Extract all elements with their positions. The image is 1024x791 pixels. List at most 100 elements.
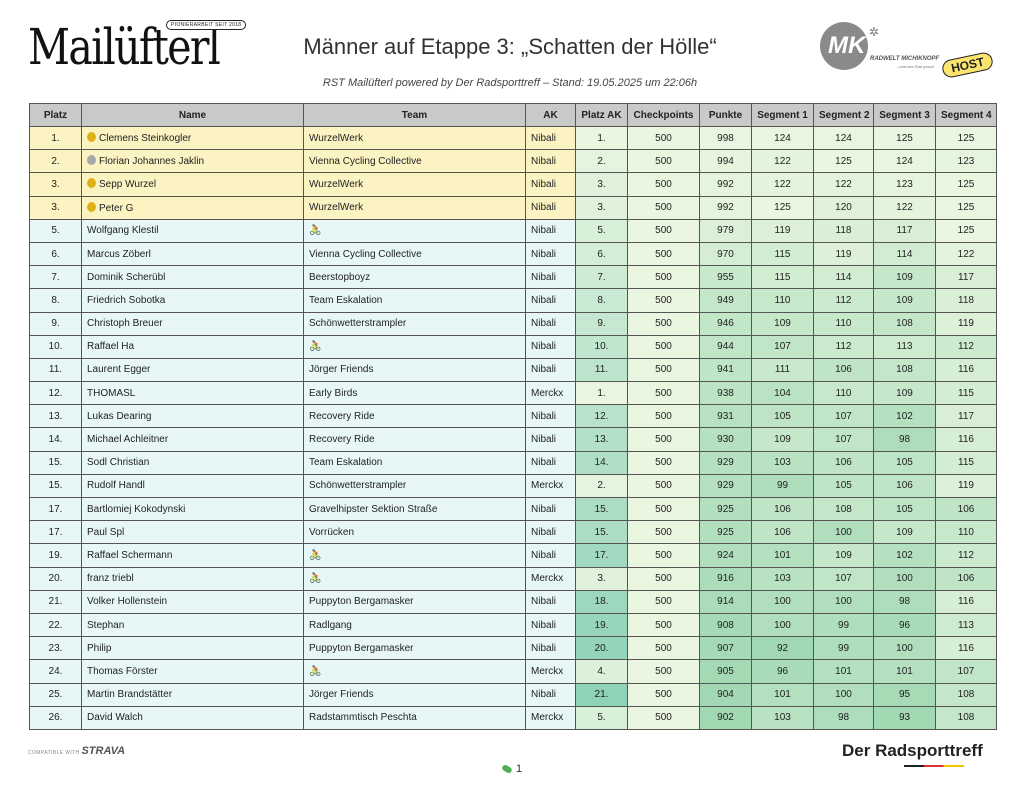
age-class-cell: Nibali [525, 195, 576, 220]
age-class-cell: Nibali [525, 636, 576, 661]
athlete-name: Bartlomiej Kokodynski [87, 503, 186, 515]
segment-2-cell: 114 [813, 265, 874, 290]
age-class-cell: Nibali [525, 612, 576, 638]
rank-cell: 1. [29, 125, 82, 151]
age-class-cell: Nibali [525, 334, 576, 359]
age-class-rank-cell: 21. [575, 682, 628, 707]
segment-3-cell: 109 [873, 381, 936, 406]
athlete-name: David Walch [87, 712, 143, 724]
age-class-cell: Nibali [525, 311, 576, 336]
athlete-name: Wolfgang Klestil [87, 225, 159, 237]
checkpoints-cell: 500 [627, 381, 700, 406]
segment-4-cell: 112 [935, 334, 997, 359]
host-badge: HOST [940, 50, 995, 80]
segment-4-cell: 113 [935, 612, 997, 638]
name-cell: Lukas Dearing [81, 404, 304, 429]
segment-3-cell: 113 [873, 334, 936, 359]
table-row: 24. Thomas Förster 🚴 Merckx 4. 500 905 96 101 101… [29, 659, 997, 684]
medal-icon [87, 201, 96, 212]
age-class-cell: Nibali [525, 125, 576, 151]
segment-3-cell: 109 [873, 288, 936, 313]
rank-cell: 12. [29, 381, 82, 406]
segment-2-cell: 100 [813, 520, 874, 545]
age-class-rank-cell: 18. [575, 589, 628, 614]
athlete-name: THOMASL [87, 387, 136, 399]
age-class-rank-cell: 2. [575, 473, 628, 499]
athlete-name: Lukas Dearing [87, 410, 152, 422]
points-cell: 929 [699, 473, 752, 499]
segment-3-cell: 100 [873, 566, 936, 591]
team-cell: 🚴 [303, 218, 526, 243]
rank-cell: 22. [29, 612, 82, 638]
team-cell: Radstammtisch Peschta [303, 705, 526, 730]
checkpoints-cell: 500 [627, 265, 700, 290]
segment-2-cell: 105 [813, 473, 874, 499]
points-cell: 955 [699, 265, 752, 290]
table-row: 3. Peter G WurzelWerk Nibali 3. 500 992 125 120 1… [29, 195, 997, 220]
athlete-name: Laurent Egger [87, 364, 151, 376]
logo-tagline: PIONIERARBEIT SEIT 2018 [166, 20, 247, 30]
points-cell: 916 [699, 566, 752, 591]
name-cell: Raffael Schermann [81, 543, 304, 568]
team-cell: 🚴 [303, 659, 526, 684]
segment-1-cell: 100 [751, 612, 814, 638]
segment-1-cell: 115 [751, 265, 814, 290]
segment-1-cell: 105 [751, 404, 814, 429]
points-cell: 914 [699, 589, 752, 614]
team-cell: Team Eskalation [303, 288, 526, 313]
segment-4-cell: 119 [935, 473, 997, 499]
segment-2-cell: 120 [813, 195, 874, 220]
rank-cell: 13. [29, 404, 82, 429]
points-cell: 924 [699, 543, 752, 568]
age-class-cell: Merckx [525, 705, 576, 730]
segment-3-cell: 100 [873, 636, 936, 661]
team-cell: Schönwetterstrampler [303, 473, 526, 499]
points-cell: 904 [699, 682, 752, 707]
segment-4-cell: 112 [935, 543, 997, 568]
points-cell: 994 [699, 149, 752, 174]
age-class-rank-cell: 3. [575, 195, 628, 220]
column-header: Segment 3 [873, 103, 936, 127]
table-row: 15. Sodl Christian Team Eskalation Nibali 14… [29, 450, 997, 475]
segment-1-cell: 101 [751, 682, 814, 707]
table-row: 9. Christoph Breuer Schönwetterstrampler Ni… [29, 311, 997, 336]
segment-4-cell: 116 [935, 427, 997, 452]
segment-2-cell: 110 [813, 311, 874, 336]
team-cell: Recovery Ride [303, 427, 526, 452]
table-row: 6. Marcus Zöberl Vienna Cycling Collective… [29, 241, 997, 267]
mk-name: RADWELT MICHIKNOPF [870, 56, 940, 62]
segment-4-cell: 123 [935, 149, 997, 174]
segment-2-cell: 119 [813, 241, 874, 267]
segment-3-cell: 96 [873, 612, 936, 638]
segment-3-cell: 93 [873, 705, 936, 730]
segment-3-cell: 105 [873, 496, 936, 522]
segment-4-cell: 116 [935, 636, 997, 661]
athlete-name: Paul Spl [87, 526, 125, 538]
name-cell: Christoph Breuer [81, 311, 304, 336]
table-row: 13. Lukas Dearing Recovery Ride Nibali 12. 50… [29, 404, 997, 429]
rank-cell: 26. [29, 705, 82, 730]
table-row: 3. Sepp Wurzel WurzelWerk Nibali 3. 500 992 122… [29, 172, 997, 197]
team-cell: 🚴 [303, 543, 526, 568]
segment-2-cell: 99 [813, 636, 874, 661]
segment-1-cell: 103 [751, 705, 814, 730]
checkpoints-cell: 500 [627, 288, 700, 313]
segment-4-cell: 125 [935, 195, 997, 220]
column-header: Platz AK [575, 103, 628, 127]
athlete-name: Peter G [99, 202, 134, 214]
checkpoints-cell: 500 [627, 195, 700, 220]
age-class-rank-cell: 15. [575, 520, 628, 545]
rank-cell: 19. [29, 543, 82, 568]
segment-3-cell: 123 [873, 172, 936, 197]
segment-2-cell: 98 [813, 705, 874, 730]
name-cell: Sodl Christian [81, 450, 304, 475]
segment-4-cell: 119 [935, 311, 997, 336]
points-cell: 979 [699, 218, 752, 243]
segment-1-cell: 124 [751, 125, 814, 151]
segment-4-cell: 117 [935, 265, 997, 290]
age-class-cell: Merckx [525, 566, 576, 591]
column-header: Platz [29, 103, 82, 127]
team-cell: Jörger Friends [303, 682, 526, 707]
points-cell: 970 [699, 241, 752, 267]
segment-1-cell: 101 [751, 543, 814, 568]
